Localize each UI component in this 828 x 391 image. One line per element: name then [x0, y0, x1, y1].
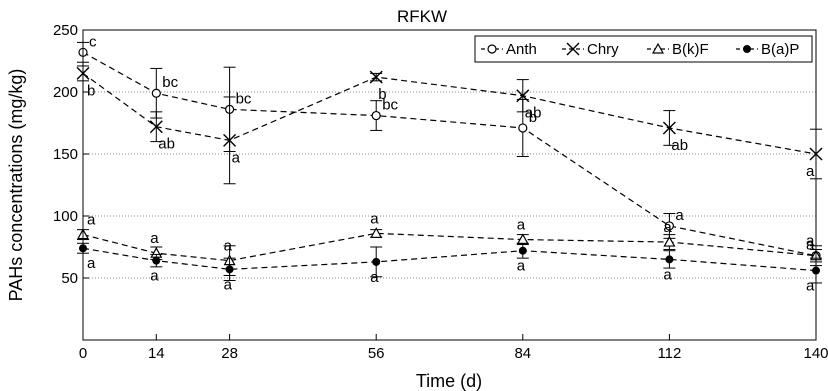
significance-label: bc: [236, 90, 252, 107]
y-axis-title: PAHs concentrations (mg/kg): [6, 69, 26, 302]
y-tick-label: 50: [61, 270, 78, 287]
significance-label: a: [806, 237, 815, 254]
series-b-k-f: aa aa a aa: [76, 210, 823, 277]
data-point: [516, 89, 530, 103]
data-point: [225, 265, 234, 274]
significance-label: b: [378, 86, 386, 103]
significance-label: a: [232, 149, 241, 166]
data-point: [664, 221, 675, 231]
legend-label: B(k)F: [672, 41, 709, 58]
significance-label: a: [370, 269, 379, 286]
legend-label: Anth: [506, 41, 537, 58]
significance-label: a: [150, 268, 159, 285]
legend-entry: B(k)F: [647, 41, 709, 58]
significance-label: a: [675, 207, 684, 224]
significance-label: c: [89, 33, 97, 50]
significance-label: bc: [382, 97, 398, 114]
series-b-a-p: a a a a a a a: [77, 242, 822, 295]
legend-label: B(a)P: [761, 41, 799, 58]
x-axis-title: Time (d): [416, 371, 482, 391]
significance-label: a: [150, 230, 159, 247]
legend-entry: B(a)P: [736, 41, 799, 58]
significance-label: a: [370, 210, 379, 227]
x-tick-label: 56: [368, 345, 385, 362]
series-line: [82, 247, 817, 272]
data-point: [369, 70, 383, 84]
data-point: [662, 121, 676, 135]
data-point: [152, 256, 161, 265]
significance-label: ab: [158, 136, 175, 153]
significance-label: b: [87, 82, 95, 99]
data-point: [370, 227, 383, 238]
data-point: [518, 123, 528, 133]
significance-label: a: [87, 212, 96, 229]
legend-label: Chry: [587, 41, 619, 58]
x-tick-label: 84: [514, 345, 531, 362]
significance-label: bc: [162, 74, 178, 91]
data-point: [151, 88, 161, 98]
significance-label: ab: [525, 105, 542, 122]
series-line: [82, 72, 817, 155]
x-tick-label: 0: [79, 345, 87, 362]
legend-marker: [743, 45, 751, 53]
data-point: [665, 255, 674, 264]
y-tick-label: 250: [53, 22, 78, 39]
significance-label: a: [224, 238, 233, 255]
significance-label: ab: [671, 137, 688, 154]
y-tick-label: 100: [53, 208, 78, 225]
legend-marker: [487, 44, 497, 54]
data-point: [223, 133, 237, 147]
data-point: [372, 257, 381, 266]
legend-entry: Anth: [481, 41, 537, 58]
chart-title: RFKW: [397, 7, 447, 26]
legend-entry: Chry: [562, 41, 619, 58]
y-tick-label: 200: [53, 84, 78, 101]
x-tick-label: 14: [148, 345, 165, 362]
data-point: [371, 110, 381, 121]
significance-label: a: [806, 278, 815, 295]
significance-label: a: [87, 255, 96, 272]
significance-label: a: [517, 258, 526, 275]
significance-label: a: [663, 266, 672, 283]
x-tick-label: 112: [657, 345, 681, 362]
legend: Anth Chry B(k)F B(a)P: [474, 35, 813, 63]
x-tick-label: 28: [221, 345, 238, 362]
significance-label: b: [529, 109, 537, 126]
data-point: [518, 246, 527, 255]
significance-label: a: [806, 233, 815, 250]
axes: 50 100 150 200 250 0 14 28 56 84 112 140: [53, 22, 828, 362]
plot-frame: [82, 29, 817, 341]
significance-label: a: [663, 219, 672, 236]
legend-marker: [651, 42, 665, 54]
significance-label: a: [517, 217, 526, 234]
significance-label: a: [224, 276, 233, 293]
legend-box: [474, 35, 813, 63]
data-point: [149, 120, 163, 134]
legend-marker: [566, 42, 580, 56]
y-tick-label: 150: [53, 146, 78, 163]
x-tick-label: 140: [803, 345, 828, 362]
data-point: [663, 235, 676, 247]
significance-label: a: [806, 163, 815, 180]
series-line: [82, 232, 817, 262]
grid: [83, 91, 816, 279]
